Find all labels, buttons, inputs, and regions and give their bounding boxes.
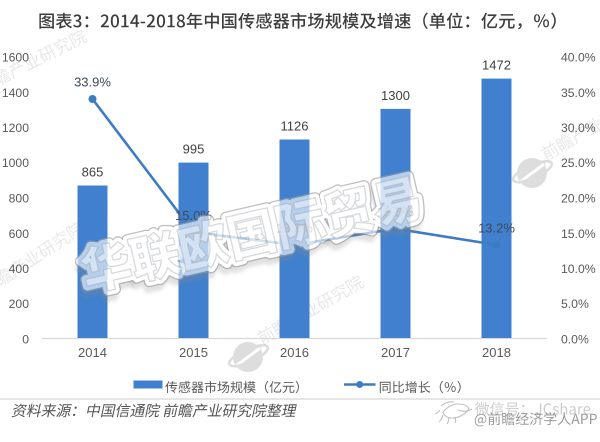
svg-text:1472: 1472 [482,58,511,73]
svg-text:1126: 1126 [281,119,309,134]
svg-text:600: 600 [9,227,30,241]
svg-text:15.0%: 15.0% [561,227,596,241]
svg-text:30.0%: 30.0% [561,121,596,135]
svg-text:10.0%: 10.0% [561,262,596,276]
svg-text:40.0%: 40.0% [561,51,596,65]
svg-text:25.0%: 25.0% [561,156,596,170]
svg-text:0.0%: 0.0% [561,333,589,347]
svg-text:0: 0 [22,333,29,347]
svg-text:1300: 1300 [381,88,410,103]
svg-text:20.0%: 20.0% [561,192,596,206]
svg-text:2017: 2017 [381,345,410,360]
svg-text:2018: 2018 [482,345,511,360]
svg-text:33.9%: 33.9% [74,75,111,90]
svg-text:1600: 1600 [2,51,29,65]
svg-text:995: 995 [183,142,205,157]
svg-text:35.0%: 35.0% [561,86,596,100]
svg-text:2014: 2014 [78,345,107,360]
svg-text:200: 200 [9,297,30,311]
svg-text:800: 800 [9,192,30,206]
svg-text:400: 400 [9,262,30,276]
svg-text:1400: 1400 [2,86,29,100]
svg-text:13.2%: 13.2% [478,221,515,236]
svg-text:1200: 1200 [2,121,29,135]
svg-text:2015: 2015 [179,345,208,360]
svg-text:2016: 2016 [280,345,309,360]
svg-text:5.0%: 5.0% [561,297,589,311]
svg-text:1000: 1000 [2,156,29,170]
svg-text:865: 865 [82,165,104,180]
